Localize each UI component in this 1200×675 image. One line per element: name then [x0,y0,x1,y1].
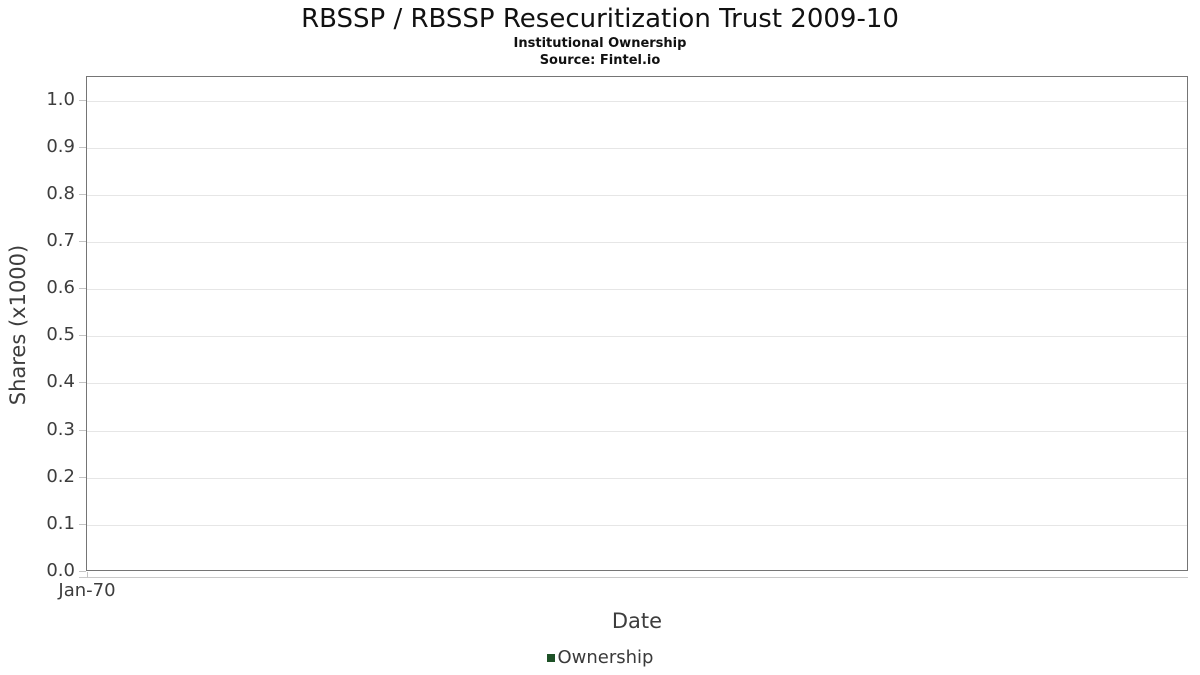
y-tick-label-1.0: 1.0 [46,89,75,110]
x-axis-line [79,577,1188,578]
y-tick-0.1 [79,524,86,525]
gridline-y-0.5 [87,336,1187,337]
legend-label-ownership: Ownership [557,647,654,668]
gridline-y-0.9 [87,148,1187,149]
x-tick-label-Jan-70: Jan-70 [58,580,116,601]
y-tick-label-0.9: 0.9 [46,136,75,157]
gridline-y-0.8 [87,195,1187,196]
y-tick-0.0 [79,571,86,572]
legend-marker-ownership [546,653,555,662]
y-tick-0.8 [79,194,86,195]
y-tick-label-0.1: 0.1 [46,513,75,534]
gridline-y-1.0 [87,101,1187,102]
plot-area [86,76,1188,571]
chart-subtitle: Institutional Ownership [513,36,687,51]
y-tick-0.6 [79,288,86,289]
y-tick-label-0.2: 0.2 [46,466,75,487]
y-tick-label-0.8: 0.8 [46,183,75,204]
y-tick-1.0 [79,100,86,101]
y-tick-label-0.3: 0.3 [46,419,75,440]
y-tick-0.2 [79,477,86,478]
x-tick-Jan-70 [87,572,88,578]
gridline-y-0.2 [87,478,1187,479]
gridline-y-0.4 [87,383,1187,384]
y-tick-0.4 [79,382,86,383]
y-tick-label-0.5: 0.5 [46,324,75,345]
y-tick-label-0.7: 0.7 [46,230,75,251]
y-tick-label-0.6: 0.6 [46,277,75,298]
y-tick-0.5 [79,335,86,336]
gridline-y-0.1 [87,525,1187,526]
chart-legend: Ownership [0,647,1200,668]
y-tick-0.9 [79,147,86,148]
y-tick-label-0.0: 0.0 [46,560,75,581]
y-axis-title: Shares (x1000) [6,244,30,406]
gridline-y-0.7 [87,242,1187,243]
chart-title: RBSSP / RBSSP Resecuritization Trust 200… [301,4,899,34]
y-tick-0.7 [79,241,86,242]
chart-source: Source: Fintel.io [539,53,661,68]
y-tick-0.3 [79,430,86,431]
x-axis-title: Date [611,609,663,633]
y-tick-label-0.4: 0.4 [46,371,75,392]
gridline-y-0.3 [87,431,1187,432]
gridline-y-0.6 [87,289,1187,290]
